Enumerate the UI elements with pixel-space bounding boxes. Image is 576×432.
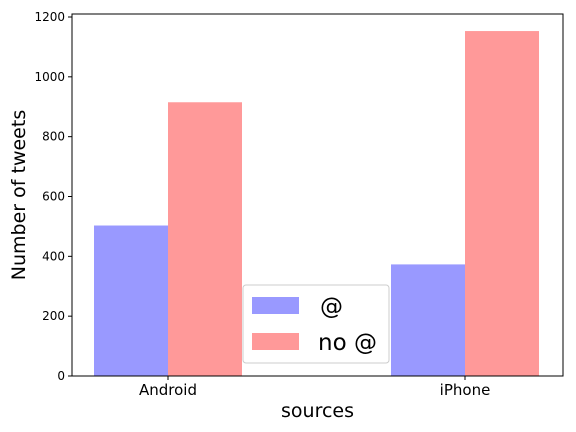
y-tick-label: 200 [42, 309, 65, 323]
legend: @ no @ [242, 284, 390, 364]
bar-android-at [94, 225, 168, 376]
bars-group [94, 31, 539, 377]
x-axis: Android iPhone [139, 376, 490, 399]
legend-label-at: @ [320, 294, 343, 320]
y-axis: 0 200 400 600 800 1000 1200 [34, 10, 72, 383]
x-axis-title: sources [281, 400, 354, 422]
y-tick-label: 0 [57, 369, 65, 383]
y-tick-label: 600 [42, 189, 65, 203]
legend-label-no-at: no @ [318, 330, 377, 356]
y-tick-label: 1200 [34, 10, 65, 24]
bar-iphone-no-at [465, 31, 539, 377]
legend-swatch-no-at [252, 333, 299, 350]
bar-iphone-at [391, 264, 465, 376]
y-tick-label: 1000 [34, 70, 65, 84]
x-tick-label-android: Android [139, 381, 197, 399]
y-tick-label: 800 [42, 130, 65, 144]
y-tick-label: 400 [42, 249, 65, 263]
x-tick-label-iphone: iPhone [440, 381, 491, 399]
bar-android-no-at [168, 102, 242, 376]
legend-swatch-at [252, 297, 299, 314]
plot-frame [71, 13, 564, 377]
y-axis-title: Number of tweets [8, 110, 30, 280]
